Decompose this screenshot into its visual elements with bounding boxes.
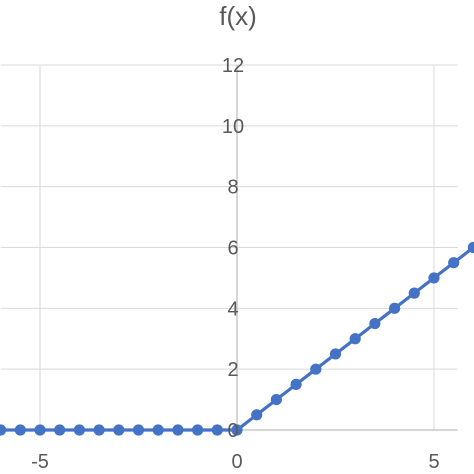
data-point [231, 424, 243, 436]
data-point [467, 241, 474, 254]
data-point [14, 424, 26, 436]
data-point [448, 257, 460, 269]
x-tick-label: -5 [31, 451, 49, 473]
y-tick-label: 0 [227, 420, 238, 442]
chart-title: f(x) [219, 1, 257, 31]
data-point [152, 424, 164, 436]
data-point [113, 424, 125, 436]
data-point [172, 424, 184, 436]
data-point [54, 424, 66, 436]
x-tick-label: 5 [428, 451, 439, 473]
grid-lines [0, 64, 458, 430]
data-point [34, 424, 46, 436]
data-point [192, 424, 204, 436]
y-tick-label: 6 [227, 238, 238, 260]
y-tick-label: 2 [227, 359, 238, 381]
data-point [369, 317, 381, 330]
series-f-x [0, 241, 474, 436]
data-point [211, 424, 223, 436]
data-point [73, 424, 85, 436]
y-tick-label: 4 [227, 298, 238, 320]
tick-labels: 0 2 4 6 8 10 12 -5 0 5 [31, 55, 439, 473]
data-point [290, 378, 302, 390]
y-tick-label: 12 [222, 55, 244, 77]
data-point [0, 424, 7, 436]
data-point [329, 348, 342, 360]
x-tick-label: 0 [231, 451, 242, 473]
data-point [389, 302, 401, 314]
data-point [270, 393, 282, 406]
data-point [408, 287, 420, 299]
data-point [132, 424, 145, 436]
data-point [428, 272, 440, 284]
data-point [251, 409, 263, 421]
data-point [93, 424, 105, 436]
y-tick-label: 10 [222, 116, 244, 138]
data-point [310, 363, 322, 375]
data-point [349, 333, 361, 345]
y-tick-label: 8 [227, 177, 238, 199]
